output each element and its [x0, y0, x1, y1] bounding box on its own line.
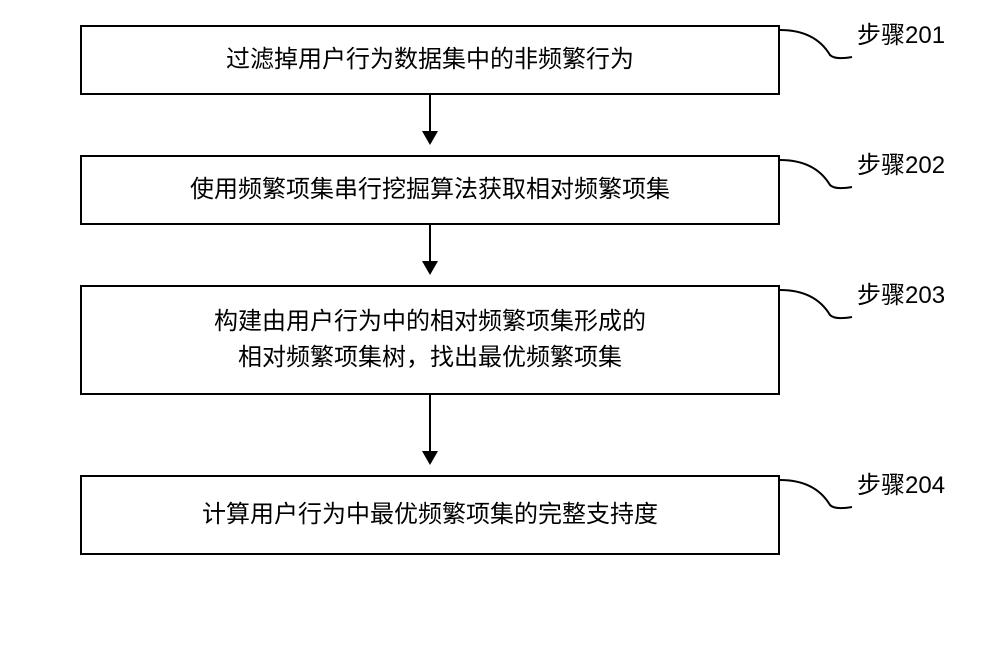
step-label-204: 步骤204 [857, 465, 945, 500]
arrow-2 [429, 225, 431, 273]
step-box-204: 计算用户行为中最优频繁项集的完整支持度 [80, 475, 780, 555]
arrow-1 [429, 95, 431, 143]
step-label-201: 步骤201 [857, 15, 945, 50]
connector-201 [780, 25, 855, 60]
step-label-203: 步骤203 [857, 275, 945, 310]
flowchart-container: 过滤掉用户行为数据集中的非频繁行为 步骤201 使用频繁项集串行挖掘算法获取相对… [0, 0, 1000, 650]
step-text-204: 计算用户行为中最优频繁项集的完整支持度 [202, 497, 658, 533]
arrow-3 [429, 395, 431, 463]
connector-202 [780, 155, 855, 190]
step-box-201: 过滤掉用户行为数据集中的非频繁行为 [80, 25, 780, 95]
step-text-203: 构建由用户行为中的相对频繁项集形成的 相对频繁项集树，找出最优频繁项集 [214, 304, 646, 376]
connector-203 [780, 285, 855, 320]
step-box-202: 使用频繁项集串行挖掘算法获取相对频繁项集 [80, 155, 780, 225]
step-text-202: 使用频繁项集串行挖掘算法获取相对频繁项集 [190, 172, 670, 208]
step-box-203: 构建由用户行为中的相对频繁项集形成的 相对频繁项集树，找出最优频繁项集 [80, 285, 780, 395]
step-text-201: 过滤掉用户行为数据集中的非频繁行为 [226, 42, 634, 78]
step-text-203-line2: 相对频繁项集树，找出最优频繁项集 [238, 344, 622, 371]
step-label-202: 步骤202 [857, 145, 945, 180]
connector-204 [780, 475, 855, 510]
step-text-203-line1: 构建由用户行为中的相对频繁项集形成的 [214, 308, 646, 335]
